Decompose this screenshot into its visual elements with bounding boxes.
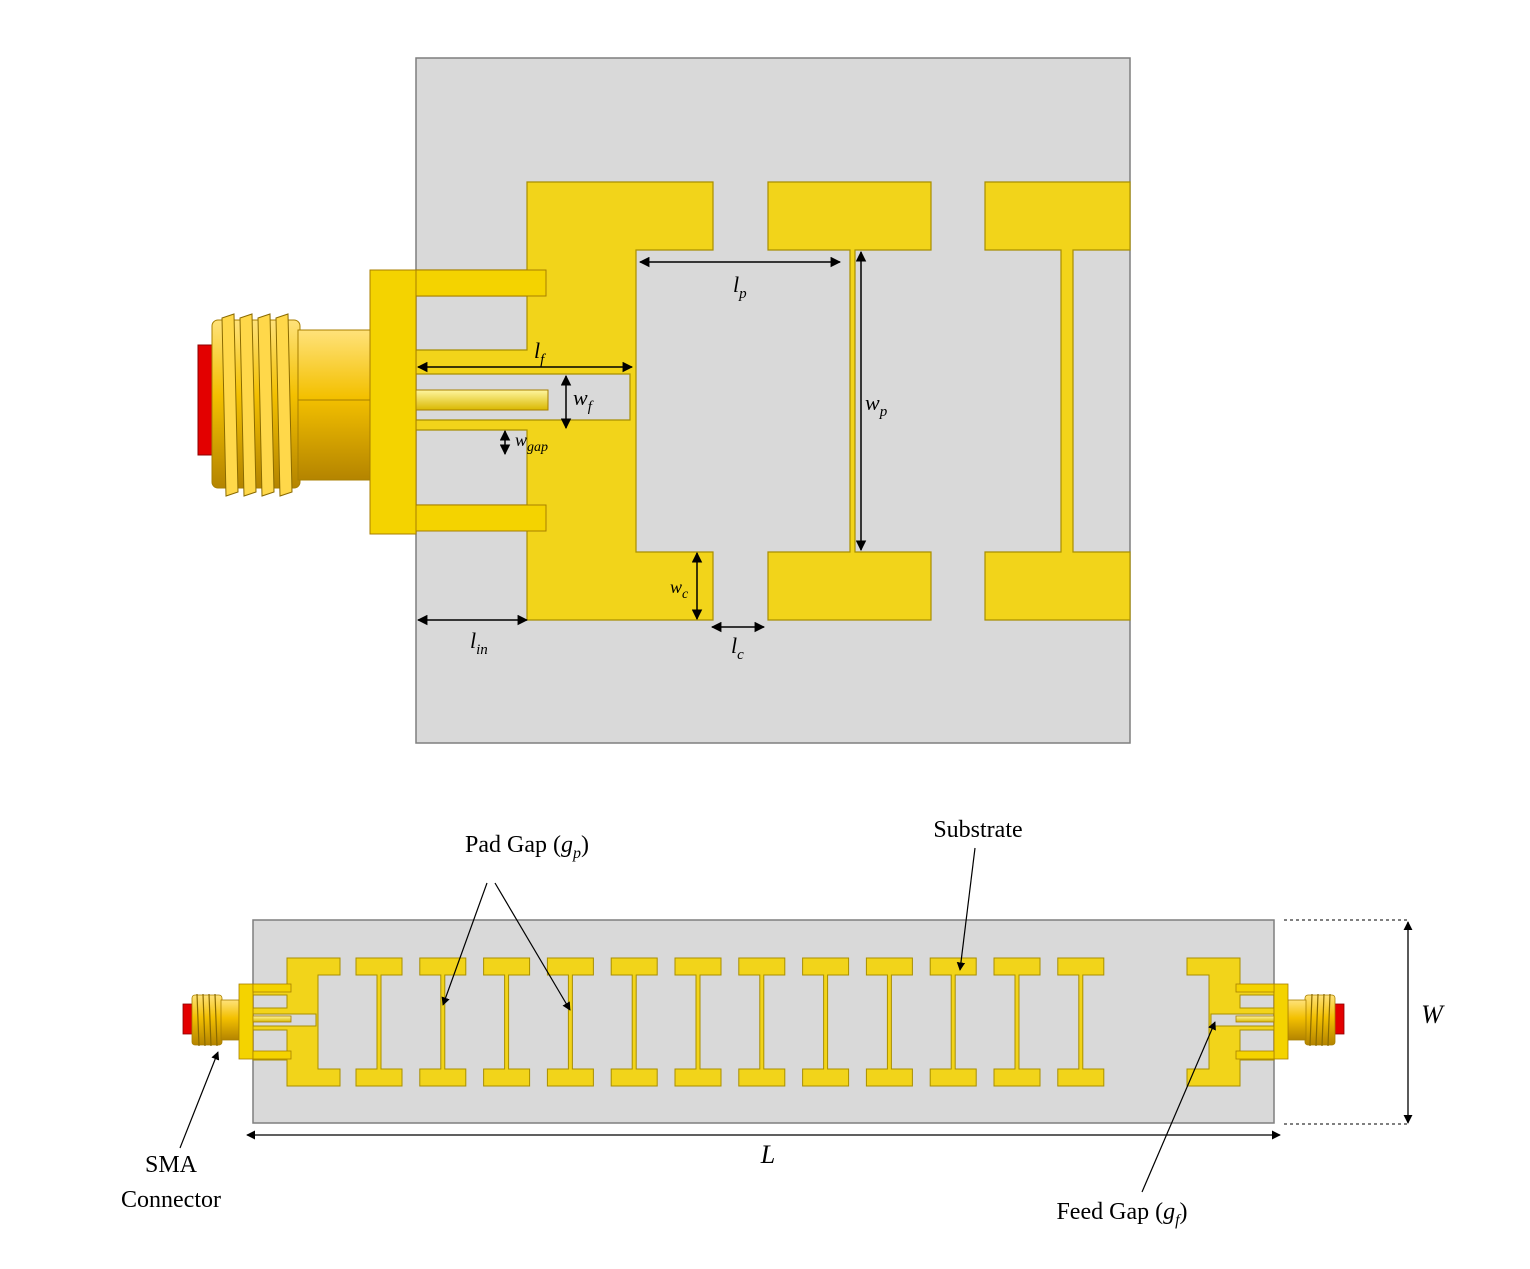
callout-sma-line1: SMA: [145, 1152, 198, 1178]
overview-ipad: [355, 957, 403, 1087]
overview-dimension-lines: [246, 919, 1413, 1140]
label-W: W: [1421, 1000, 1445, 1029]
label-lf: lf: [534, 338, 546, 368]
overview-ipads: [355, 957, 1105, 1087]
detail-ipad-2: [984, 181, 1131, 621]
callout-substrate: Substrate: [933, 817, 1022, 843]
detail-sma-connector: [197, 269, 549, 535]
overview-ipad: [865, 957, 913, 1087]
label-wc: wc: [670, 577, 689, 602]
label-L: L: [760, 1140, 775, 1169]
label-wgap: wgap: [515, 430, 548, 455]
overview-sma-connector-right: [1235, 983, 1345, 1060]
overview-ipad: [483, 957, 531, 1087]
label-lc: lc: [731, 633, 744, 663]
detail-view: lp lf wf wgap wp wc lin lc: [197, 57, 1131, 744]
overview-ipad: [993, 957, 1041, 1087]
detail-ipad-1: [767, 181, 932, 621]
label-lin: lin: [470, 628, 488, 658]
overview-ipad: [546, 957, 594, 1087]
label-lp: lp: [733, 272, 747, 302]
label-wp: wp: [865, 390, 888, 420]
overview-ipad: [674, 957, 722, 1087]
label-wf: wf: [573, 385, 594, 415]
overview: L W Pad Gap (gp) Substrate SMA Connector…: [121, 817, 1445, 1229]
overview-sma-connector-left: [182, 983, 292, 1060]
callout-sma-line2: Connector: [121, 1187, 221, 1213]
overview-ipad: [419, 957, 467, 1087]
detail-dimension-lines: [416, 250, 867, 633]
callout-pad-gap: Pad Gap (gp): [465, 832, 589, 862]
overview-ipad: [1057, 957, 1105, 1087]
callout-lines: [179, 847, 1216, 1193]
overview-ipad: [610, 957, 658, 1087]
overview-ipad: [929, 957, 977, 1087]
overview-ipad: [802, 957, 850, 1087]
overview-ipad: [738, 957, 786, 1087]
callout-feed-gap: Feed Gap (gf): [1056, 1199, 1187, 1229]
